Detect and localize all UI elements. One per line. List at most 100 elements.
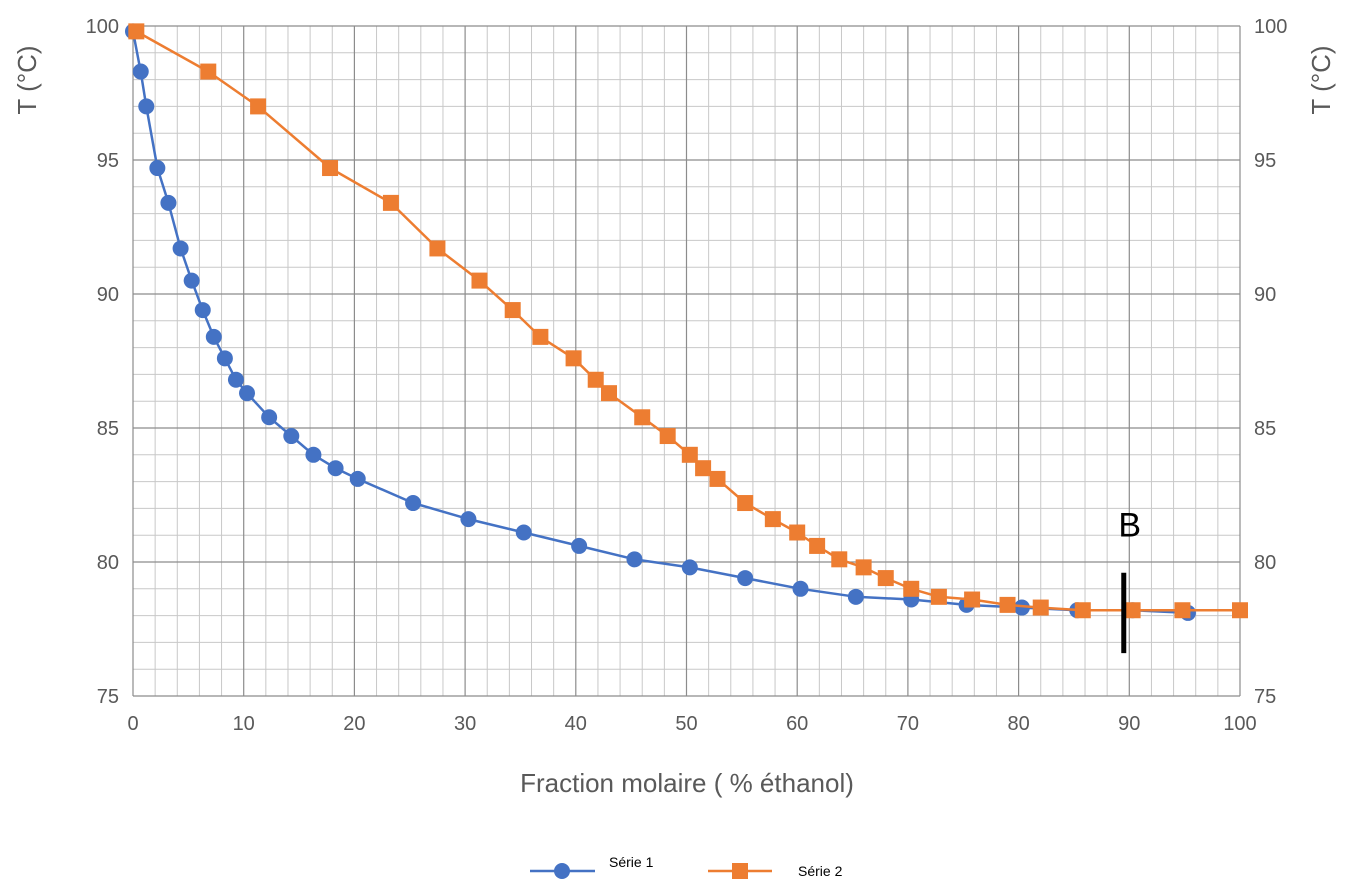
series-1-point	[283, 428, 300, 445]
series-1-point	[681, 559, 698, 576]
series-1-point	[149, 160, 166, 177]
grid-major	[132, 25, 1241, 697]
legend-item-serie-2: Série 2	[708, 863, 843, 879]
y-tick-label-right: 95	[1254, 150, 1276, 172]
series-2-point	[1074, 602, 1091, 619]
x-axis-title: Fraction molaire ( % éthanol)	[520, 768, 854, 798]
series-2-point	[565, 350, 582, 367]
x-tick-label: 60	[786, 713, 808, 735]
y-tick-label-left: 90	[97, 284, 119, 306]
y-tick-label-right: 75	[1254, 686, 1276, 708]
series-2-point	[250, 98, 267, 115]
series-1-point	[138, 98, 155, 115]
series-2-point	[764, 511, 781, 528]
legend-item-serie-1: Série 1	[530, 854, 654, 879]
x-axis: 0 10 20 30 40 50 60 70 80 90 100	[127, 713, 1256, 735]
y-tick-label-right: 100	[1254, 16, 1287, 38]
legend: Série 1 Série 2	[530, 854, 843, 879]
series-1-point	[349, 470, 366, 487]
x-tick-label: 10	[233, 713, 255, 735]
series-1-point	[227, 371, 244, 388]
y-tick-label-left: 100	[86, 16, 119, 38]
series-2-point	[930, 588, 947, 605]
series-1-point	[1013, 599, 1030, 616]
series-2-point	[200, 63, 217, 80]
y-tick-label-left: 80	[97, 552, 119, 574]
series-1-point	[460, 511, 477, 528]
series-1-point	[132, 63, 149, 80]
series-2-point	[471, 272, 488, 289]
series-2-point	[1124, 602, 1141, 619]
x-tick-label: 90	[1118, 713, 1140, 735]
x-tick-label: 0	[127, 713, 138, 735]
series-2-point	[695, 460, 712, 477]
series-2-point	[601, 385, 618, 402]
annotation-label: B	[1118, 507, 1141, 545]
series-2-point	[659, 428, 676, 445]
series-1-point	[571, 537, 588, 554]
series-1-point	[172, 240, 189, 257]
series-2-point	[855, 559, 872, 576]
series-1-point	[216, 350, 233, 367]
x-tick-label: 40	[565, 713, 587, 735]
y-axis-left: 75 80 85 90 95 100	[86, 16, 119, 708]
series-2-point	[587, 371, 604, 388]
series-1-point	[327, 460, 344, 477]
series-2-point	[681, 446, 698, 463]
series-2-point	[809, 537, 826, 554]
y-tick-label-left: 95	[97, 150, 119, 172]
series-2-point	[831, 551, 848, 568]
series-2-point	[903, 580, 920, 597]
series-1-point	[194, 302, 211, 319]
series-2-point	[128, 23, 145, 40]
series-1-point	[261, 409, 278, 426]
y-tick-label-right: 90	[1254, 284, 1276, 306]
y-tick-label-right: 85	[1254, 418, 1276, 440]
series-1-point	[205, 328, 222, 345]
series-2	[128, 23, 1248, 619]
legend-label-serie-1: Série 1	[609, 854, 654, 870]
y-axis-right: 75 80 85 90 95 100	[1254, 16, 1287, 708]
series-1-point	[792, 580, 809, 597]
series-1-point	[305, 446, 322, 463]
series-1-point	[183, 272, 200, 289]
series-1-point	[847, 588, 864, 605]
series-1-point	[737, 570, 754, 587]
series-1-point	[405, 495, 422, 512]
series-2-point	[382, 194, 399, 211]
legend-label-serie-2: Série 2	[798, 863, 843, 879]
y-tick-label-left: 75	[97, 686, 119, 708]
plot-area	[125, 23, 1248, 621]
series-2-point	[789, 524, 806, 541]
x-tick-label: 30	[454, 713, 476, 735]
series-2-point	[737, 495, 754, 512]
x-tick-label: 80	[1007, 713, 1029, 735]
series-2-point	[1174, 602, 1191, 619]
series-2-point	[634, 409, 651, 426]
y-tick-label-right: 80	[1254, 552, 1276, 574]
series-2-point	[709, 470, 726, 487]
series-1-point	[515, 524, 532, 541]
series-2-point	[429, 240, 446, 257]
x-tick-label: 20	[343, 713, 365, 735]
series-2-point	[877, 570, 894, 587]
series-2-point	[1032, 599, 1049, 616]
series-2-point	[999, 596, 1016, 613]
series-1	[125, 23, 1196, 621]
x-tick-label: 70	[897, 713, 919, 735]
series-2-point	[322, 160, 339, 177]
annotation-b: B	[1118, 507, 1141, 654]
x-tick-label: 50	[675, 713, 697, 735]
series-1-line	[131, 31, 1189, 615]
series-2-point	[532, 328, 549, 345]
legend-marker-serie-2	[732, 863, 748, 879]
legend-marker-serie-1	[554, 863, 570, 879]
series-1-point	[239, 385, 256, 402]
x-tick-label: 100	[1223, 713, 1256, 735]
series-1-point	[160, 194, 177, 211]
series-2-point	[964, 591, 981, 608]
series-2-point	[504, 302, 521, 319]
y-tick-label-left: 85	[97, 418, 119, 440]
series-1-point	[626, 551, 643, 568]
